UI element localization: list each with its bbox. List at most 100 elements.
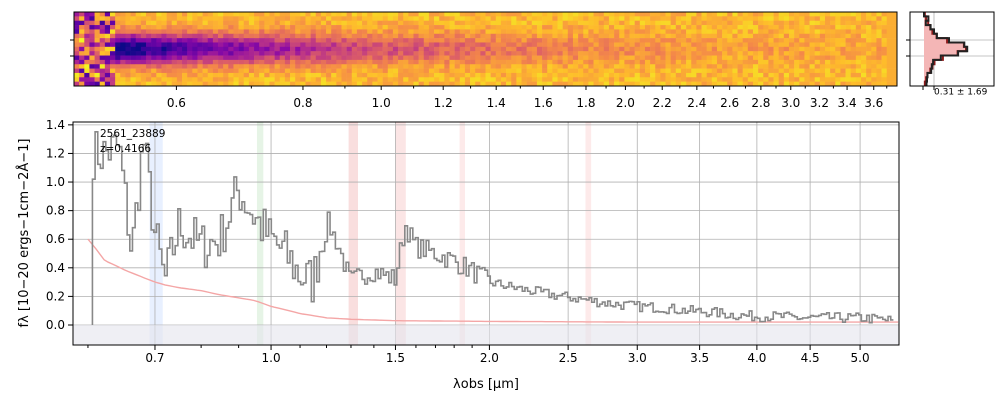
spectrogram-cell [74, 20, 80, 26]
spectrogram-cell [722, 51, 728, 56]
spectrogram-cell [650, 25, 656, 30]
spectrogram-cell [727, 42, 733, 48]
spectrogram-cell [675, 29, 682, 35]
spectrogram-cell [788, 38, 795, 43]
spectrogram-cell [598, 16, 605, 21]
spectrogram-cell [110, 42, 116, 48]
spectrogram-cell [634, 46, 641, 52]
spectrogram-cell [408, 72, 414, 78]
spectrogram-cell [526, 33, 533, 39]
spectrogram-cell [212, 64, 219, 69]
spectrogram-cell [562, 59, 569, 65]
spectrogram-cell [444, 16, 450, 21]
spectrogram-cell [248, 59, 255, 65]
spectrogram-cell [845, 29, 851, 35]
spectrogram-cell [305, 59, 311, 65]
spectrogram-cell [202, 81, 209, 86]
spectrogram-cell [665, 46, 671, 52]
spectrogram-cell [614, 33, 620, 39]
spectrogram-cell [351, 59, 358, 65]
spectrogram-cell [228, 33, 234, 39]
spectrogram-cell [403, 29, 409, 35]
spectrogram-cell [470, 25, 476, 30]
spectrogram-cell [99, 46, 106, 52]
spectrogram-cell [603, 68, 610, 74]
spectrogram-cell [362, 25, 368, 30]
spectrogram-cell [79, 42, 85, 48]
spectrogram-cell [588, 59, 594, 65]
spectrogram-cell [218, 64, 224, 69]
spectrogram-cell [578, 77, 584, 82]
spectrogram-cell [500, 77, 507, 82]
spectrogram-cell [650, 55, 656, 61]
spectrogram-cell [747, 16, 754, 21]
spectrogram-cell [547, 72, 553, 78]
spectrogram-cell [403, 64, 409, 69]
y-tick-label-5: 1.0 [46, 175, 65, 189]
spectrogram-cell [377, 16, 383, 21]
spectrogram-cell [588, 12, 594, 17]
spectrogram-cell [562, 64, 569, 69]
spectrogram-cell [799, 29, 805, 35]
spectrogram-cell [454, 68, 461, 74]
spectrum-y-axis: 0.00.20.40.60.81.01.21.4 [46, 118, 73, 332]
spectrogram-cell [166, 68, 173, 74]
spectrogram-cell [727, 81, 733, 86]
spectrogram-cell [140, 77, 147, 82]
spectrogram-cell [686, 20, 692, 26]
spectrogram-cell [187, 38, 193, 43]
spectrogram-cell [891, 42, 897, 48]
spectrogram-cell [722, 42, 728, 48]
spectrogram-cell [809, 81, 815, 86]
spectrogram-cell [320, 72, 327, 78]
spectrogram-cell [99, 81, 106, 86]
spectrogram-cell [716, 55, 723, 61]
spectrogram-cell [146, 59, 152, 65]
spectrogram-cell [290, 59, 296, 65]
spectrogram-cell [284, 51, 291, 56]
spectrogram-cell [855, 20, 862, 26]
spectrogram-cell [876, 29, 882, 35]
spectrogram-cell [243, 68, 250, 74]
spectrogram-cell [403, 16, 409, 21]
spectrogram-cell [398, 51, 404, 56]
spectrogram-cell [516, 46, 522, 52]
spectrogram-cell [603, 38, 610, 43]
spectrogram-cell [788, 55, 795, 61]
spectrogram-cell [732, 29, 738, 35]
spectrogram-cell [819, 46, 826, 52]
spectrogram-cell [763, 51, 769, 56]
spectrogram-cell [886, 55, 893, 61]
spectrogram-cell [511, 16, 517, 21]
spectrogram-cell [94, 55, 101, 61]
spectrogram-cell [655, 81, 661, 86]
x-tick-label-4: 2.5 [559, 351, 578, 365]
spectrogram-cell [470, 38, 476, 43]
spectrogram-cell [686, 25, 692, 30]
spectrogram-cell [588, 77, 594, 82]
spectrogram-cell [434, 72, 440, 78]
spectrogram-cell [814, 25, 821, 30]
spectrogram-cell [871, 25, 877, 30]
spectrogram-cell [110, 51, 116, 56]
spectrogram-cell [310, 51, 317, 56]
spectrogram-cell [423, 25, 430, 30]
spectrogram-cell [752, 46, 759, 52]
spectrogram-cell [428, 55, 435, 61]
spectrogram-cell [480, 64, 486, 69]
spectrogram-cell [212, 25, 219, 30]
spectrogram-cell [722, 20, 728, 26]
spectrogram-cell [192, 68, 198, 74]
spectrogram-cell [490, 12, 497, 17]
spectrogram-cell [284, 46, 291, 52]
spectrogram-cell [830, 29, 836, 35]
spectrogram-cell [608, 20, 615, 26]
spectrogram-cell [151, 20, 157, 26]
spectrogram-cell [511, 20, 517, 26]
spectrogram-cell [444, 38, 450, 43]
spectrogram-cell [480, 12, 486, 17]
spectrogram-cell [562, 33, 569, 39]
spectrogram-cell [814, 42, 821, 48]
spectrogram-cell [408, 81, 414, 86]
spectrogram-cell [243, 42, 250, 48]
